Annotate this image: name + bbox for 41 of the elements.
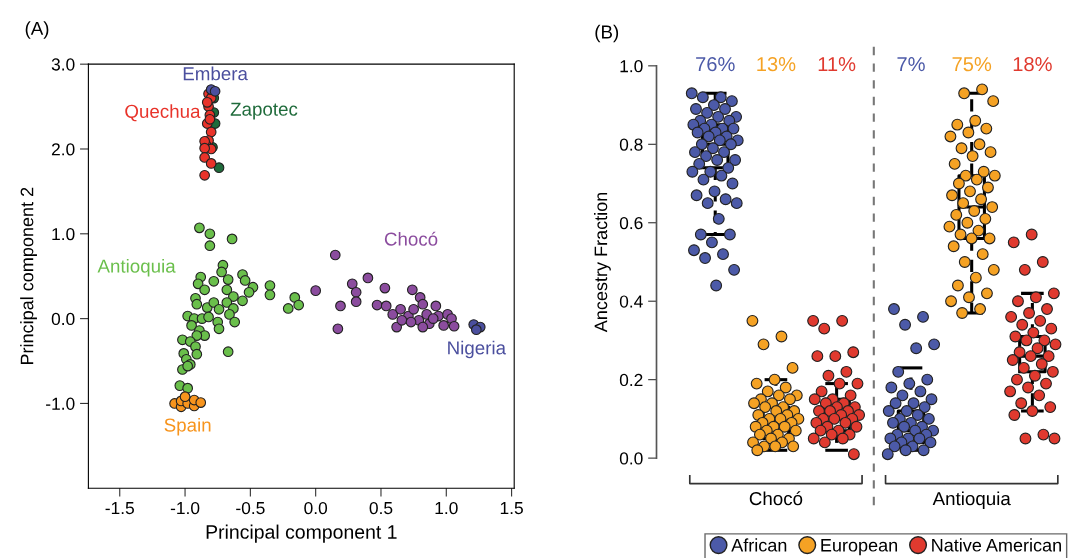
chart-title: (A) — [25, 21, 49, 39]
y-axis-title: Ancestry Fraction — [594, 192, 611, 333]
y-tick-label: 0.0 — [619, 452, 643, 465]
y-tick-label: 3.0 — [51, 58, 75, 71]
y-tick-label: -1.0 — [46, 397, 75, 410]
series-label: Spain — [164, 417, 211, 436]
y-tick-label: 1.0 — [620, 60, 643, 73]
annotation: 18% — [1013, 56, 1052, 72]
annotation: 7% — [897, 57, 925, 72]
legend-label: European — [821, 539, 898, 556]
x-tick-label: 0.0 — [304, 501, 328, 515]
y-tick-label: 0.6 — [619, 216, 643, 230]
x-tick-label: Antioquia — [932, 491, 1011, 509]
y-tick-label: 0.4 — [619, 295, 643, 308]
x-tick-label: 1.5 — [500, 502, 523, 515]
annotation: 75% — [952, 57, 992, 72]
series-label: Zapotec — [230, 102, 298, 120]
y-tick-label: 0.0 — [51, 312, 75, 326]
x-tick-label: 0.5 — [369, 501, 393, 515]
x-tick-label: Chocó — [749, 491, 803, 506]
series-label: Nigeria — [448, 340, 507, 359]
x-tick-label: -1.0 — [170, 501, 200, 515]
series-label: Chocó — [384, 231, 438, 246]
y-tick-label: 1.0 — [52, 227, 75, 241]
y-tick-label: 0.2 — [619, 373, 643, 387]
annotation: 76% — [696, 56, 735, 72]
series-label: Quechua — [125, 104, 201, 122]
x-axis-title: Principal component 1 — [206, 524, 397, 543]
y-tick-label: 2.0 — [51, 143, 75, 156]
x-tick-label: 1.0 — [435, 501, 458, 515]
annotation: 11% — [818, 57, 856, 72]
x-tick-label: -0.5 — [236, 501, 265, 515]
series-label: Antioquia — [97, 258, 176, 277]
legend-label: African — [731, 538, 787, 552]
y-axis-title: Principal component 2 — [20, 187, 37, 365]
series-label: Embera — [183, 66, 248, 81]
legend-label: Native American — [932, 538, 1061, 552]
chart-title: (B) — [595, 24, 619, 43]
x-tick-label: -1.5 — [105, 502, 134, 515]
annotation: 13% — [757, 56, 796, 72]
y-tick-label: 0.8 — [619, 138, 643, 151]
